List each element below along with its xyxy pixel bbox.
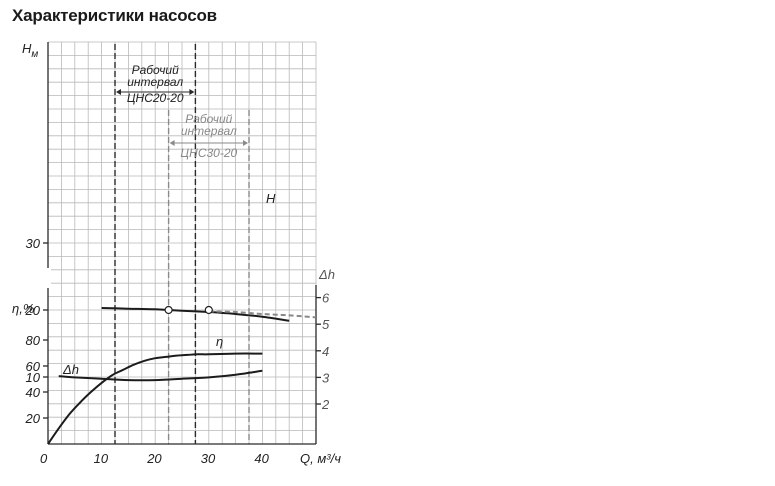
head-tick-label: 10	[26, 370, 41, 385]
head-curve-label: H	[266, 191, 276, 206]
eff-tick-label: 40	[26, 385, 41, 400]
x-axis-label: Q, м³/ч	[300, 451, 341, 466]
x-tick-label: 10	[94, 451, 109, 466]
npsh-tick-label: 6	[322, 291, 330, 306]
page-title: Характеристики насосов	[12, 6, 217, 25]
x-tick-label: 40	[254, 451, 269, 466]
axis-break	[45, 268, 51, 288]
interval-arrow-head	[116, 89, 121, 95]
interval-model-label: ЦНС20-20	[127, 91, 184, 105]
interval-label: интервал	[127, 75, 183, 89]
head-axis-label-sub: м	[31, 49, 38, 60]
x-tick-label: 20	[146, 451, 162, 466]
interval-label: Рабочий	[132, 63, 179, 77]
x-tick-label: 0	[40, 451, 48, 466]
interval-arrow-head	[243, 140, 248, 146]
npsh-tick-label: 4	[322, 344, 329, 359]
eff-axis-label: η,%	[12, 301, 34, 316]
npsh-curve-label: Δh	[62, 362, 79, 377]
head-curve-extension	[208, 310, 317, 319]
npsh-axis-label: Δh	[318, 267, 335, 282]
interval-label: интервал	[181, 124, 237, 138]
npsh-tick-label: 3	[322, 370, 330, 385]
head-curve	[101, 307, 290, 322]
head-tick-label: 20	[25, 303, 41, 318]
x-tick-label: 30	[201, 451, 216, 466]
efficiency-curve	[47, 352, 263, 445]
npsh-curve	[58, 369, 263, 382]
eff-tick-label: 20	[25, 411, 41, 426]
head-tick-label: 30	[26, 236, 41, 251]
operating-point-marker	[204, 305, 213, 315]
interval-label: Рабочий	[185, 112, 232, 126]
npsh-tick-label: 5	[322, 317, 330, 332]
interval-model-label: ЦНС30-20	[180, 146, 237, 160]
operating-point-marker	[164, 305, 173, 315]
efficiency-curve-label: η	[216, 334, 223, 349]
eff-tick-label: 80	[26, 333, 41, 348]
head-axis-label: Hм	[22, 41, 38, 60]
npsh-tick-label: 2	[321, 397, 330, 412]
interval-arrow-head	[189, 89, 195, 95]
interval-arrow-head	[169, 140, 175, 146]
eff-tick-label: 60	[26, 359, 41, 374]
